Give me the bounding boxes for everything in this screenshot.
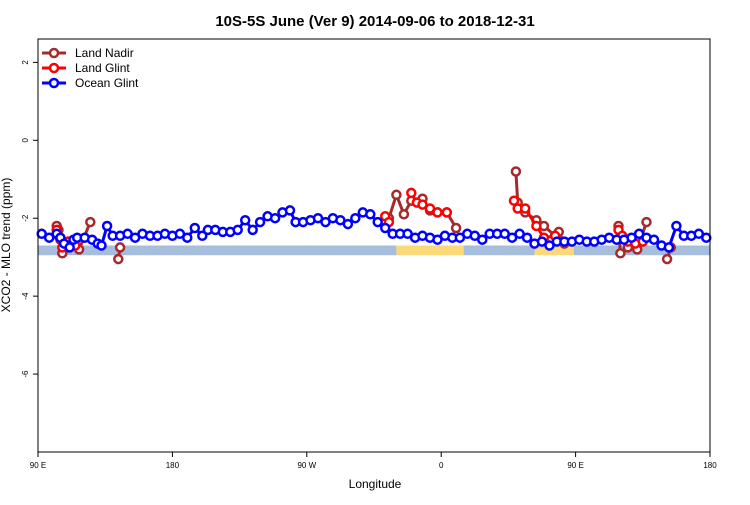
data-point-ocean-glint bbox=[64, 242, 75, 253]
chart-title: 10S-5S June (Ver 9) 2014-09-06 to 2018-1… bbox=[215, 13, 534, 30]
data-point-ocean-glint bbox=[521, 232, 533, 243]
data-point-ocean-glint bbox=[671, 220, 682, 232]
data-point-land-nadir bbox=[85, 216, 96, 228]
data-point-land-nadir bbox=[615, 248, 626, 259]
plot-frame bbox=[37, 38, 711, 453]
data-point-ocean-glint bbox=[379, 222, 391, 234]
data-point-ocean-glint bbox=[648, 234, 660, 245]
data-point-ocean-glint bbox=[101, 220, 113, 232]
data-point-land-nadir bbox=[114, 242, 126, 253]
data-point-land-nadir bbox=[450, 222, 462, 234]
legend-label-land-nadir: Land Nadir bbox=[75, 46, 134, 60]
data-point-land-glint bbox=[519, 203, 531, 214]
y-tick-label: -4 bbox=[21, 292, 30, 300]
legend-marker-land-glint bbox=[48, 62, 60, 74]
data-point-ocean-glint bbox=[182, 232, 193, 243]
x-tick-label: 180 bbox=[703, 461, 717, 470]
data-point-ocean-glint bbox=[247, 224, 258, 236]
data-point-ocean-glint bbox=[189, 222, 201, 234]
surface-type-band bbox=[38, 245, 710, 256]
legend-marker-ocean-glint bbox=[48, 77, 60, 89]
data-point-ocean-glint bbox=[197, 230, 208, 242]
legend-marker-land-nadir bbox=[48, 47, 60, 59]
data-point-ocean-glint bbox=[239, 214, 251, 226]
data-point-land-glint bbox=[531, 220, 542, 232]
data-point-ocean-glint bbox=[477, 234, 488, 245]
data-point-land-nadir bbox=[641, 216, 652, 228]
data-point-land-glint bbox=[432, 207, 443, 218]
surface-band-land bbox=[534, 245, 574, 256]
data-point-ocean-glint bbox=[284, 205, 296, 216]
data-point-ocean-glint bbox=[365, 209, 376, 220]
data-point-ocean-glint bbox=[96, 240, 107, 251]
data-point-ocean-glint bbox=[269, 212, 281, 224]
data-point-ocean-glint bbox=[372, 216, 383, 228]
x-tick-label: 180 bbox=[166, 461, 180, 470]
data-point-ocean-glint bbox=[342, 218, 354, 230]
data-point-ocean-glint bbox=[663, 242, 675, 253]
y-tick-label: -2 bbox=[21, 214, 30, 222]
x-tick-label: 90 E bbox=[567, 461, 583, 470]
legend-label-land-glint: Land Glint bbox=[75, 61, 130, 75]
y-tick-label: 2 bbox=[21, 60, 30, 65]
x-tick-label: 90 E bbox=[30, 461, 46, 470]
y-tick-label: -6 bbox=[21, 370, 30, 378]
data-point-ocean-glint bbox=[701, 232, 712, 243]
series-layer bbox=[36, 166, 712, 265]
series-ocean-glint bbox=[36, 205, 712, 253]
data-point-land-nadir bbox=[661, 253, 673, 265]
surface-band-ocean bbox=[38, 245, 397, 256]
x-tick-label: 0 bbox=[439, 461, 444, 470]
data-point-land-glint bbox=[406, 187, 417, 199]
y-axis-label: XCO2 - MLO trend (ppm) bbox=[0, 178, 13, 313]
x-axis: 90 E 180 90 W 0 90 E 180 bbox=[30, 452, 717, 470]
data-point-ocean-glint bbox=[350, 212, 361, 224]
data-point-land-glint bbox=[441, 207, 453, 218]
y-axis: -6 -4 -2 0 2 bbox=[21, 60, 38, 378]
x-axis-label: Longitude bbox=[349, 477, 402, 491]
legend-label-ocean-glint: Ocean Glint bbox=[75, 76, 139, 90]
x-tick-label: 90 W bbox=[297, 461, 316, 470]
data-point-land-nadir bbox=[398, 209, 410, 220]
data-point-land-nadir bbox=[113, 253, 124, 265]
data-point-ocean-glint bbox=[254, 216, 266, 228]
surface-band-ocean bbox=[463, 245, 535, 256]
data-point-land-nadir bbox=[510, 166, 522, 177]
data-point-land-nadir bbox=[391, 189, 402, 201]
surface-band-land bbox=[396, 245, 464, 256]
data-point-land-glint bbox=[508, 195, 520, 206]
data-point-ocean-glint bbox=[232, 224, 243, 236]
y-tick-label: 0 bbox=[21, 138, 30, 143]
